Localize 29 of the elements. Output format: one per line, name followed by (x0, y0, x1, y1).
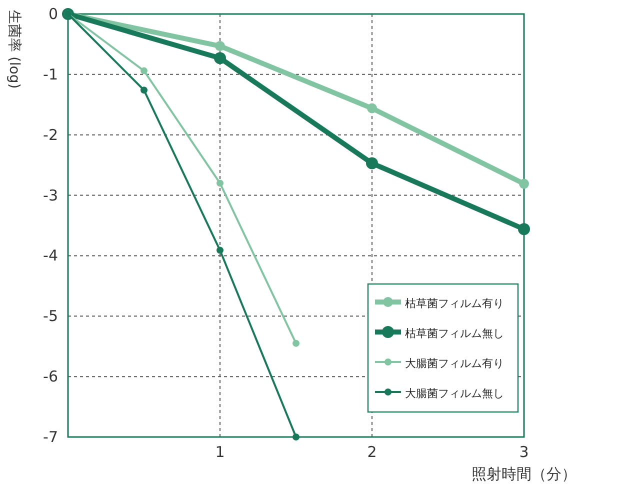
point (140, 86, 148, 94)
point (292, 340, 300, 347)
point (140, 67, 148, 74)
point (214, 52, 226, 64)
legend-label: 枯草菌フィルム無し (405, 327, 504, 340)
point (216, 246, 224, 254)
y-tick-label: -5 (43, 307, 58, 326)
legend-label: 大腸菌フィルム無し (405, 387, 504, 400)
x-tick-label: 3 (519, 443, 529, 461)
y-tick-label: -3 (43, 186, 58, 204)
point (366, 157, 378, 170)
legend-label: 大腸菌フィルム有り (405, 357, 504, 370)
y-tick-label: -2 (43, 126, 58, 144)
x-axis-title: 照射時間（分） (472, 465, 576, 483)
point (216, 180, 224, 187)
point (518, 223, 530, 236)
point (367, 103, 377, 114)
x-tick-label: 1 (215, 443, 225, 461)
y-tick-label: -1 (43, 65, 58, 84)
x-tick-label: 2 (367, 443, 377, 461)
legend-label: 枯草菌フィルム有り (405, 297, 504, 310)
y-axis-title: 生菌率 (log) (6, 10, 22, 89)
point (292, 434, 300, 440)
y-tick-label: 0 (48, 5, 58, 23)
y-tick-label: -7 (43, 428, 58, 446)
point (215, 41, 225, 52)
y-tick-label: -6 (43, 368, 58, 386)
point (519, 178, 529, 189)
y-tick-label: -4 (43, 246, 58, 265)
